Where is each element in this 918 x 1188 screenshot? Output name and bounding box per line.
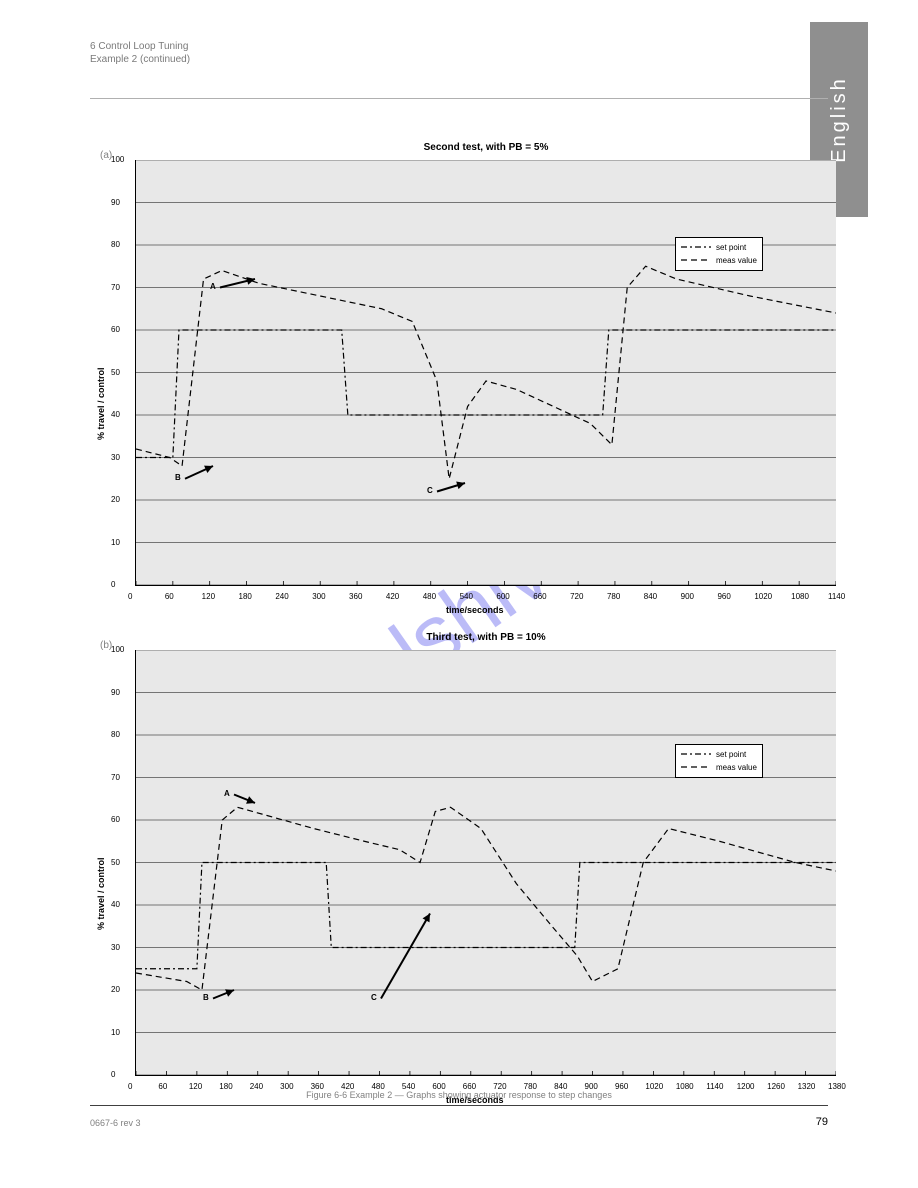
annotation-label: C xyxy=(371,993,377,1002)
xtick-label: 720 xyxy=(570,592,583,601)
legend-row: meas value xyxy=(681,254,757,267)
chart-a-svg xyxy=(136,160,836,585)
chart-a-legend: set point meas value xyxy=(675,237,763,271)
chart-b-svg xyxy=(136,650,836,1075)
xtick-label: 1140 xyxy=(828,592,845,601)
xtick-label: 1080 xyxy=(791,592,809,601)
chart-b-ylabel: % travel / control xyxy=(96,857,106,930)
legend-label: meas value xyxy=(716,256,757,265)
xtick-label: 240 xyxy=(275,592,288,601)
footer-right: 79 xyxy=(816,1116,828,1128)
chart-b-title: Third test, with PB = 10% xyxy=(136,632,836,643)
section-title: Control Loop Tuning xyxy=(98,41,188,52)
xtick-label: 780 xyxy=(607,592,620,601)
annotation-label: B xyxy=(175,473,181,482)
ytick-label: 50 xyxy=(111,368,120,377)
legend-label: set point xyxy=(716,750,746,759)
xtick-label: 540 xyxy=(460,592,473,601)
legend-label: set point xyxy=(716,243,746,252)
xtick-label: 660 xyxy=(533,592,546,601)
subsection-title: Example 2 (continued) xyxy=(90,54,190,65)
annotation-label: B xyxy=(203,993,209,1002)
legend-sample xyxy=(681,762,711,772)
xtick-label: 900 xyxy=(681,592,694,601)
xtick-label: 360 xyxy=(349,592,362,601)
xtick-label: 1020 xyxy=(754,592,772,601)
legend-sample xyxy=(681,749,711,759)
ytick-label: 90 xyxy=(111,198,120,207)
legend-row: set point xyxy=(681,748,757,761)
ytick-label: 30 xyxy=(111,453,120,462)
chart-a-xlabel: time/seconds xyxy=(446,605,504,615)
chart-a-ylabel: % travel / control xyxy=(96,367,106,440)
ytick-label: 70 xyxy=(111,283,120,292)
legend-sample xyxy=(681,242,711,252)
ytick-label: 0 xyxy=(111,1070,115,1079)
xtick-label: 600 xyxy=(496,592,509,601)
chart-b-legend: set point meas value xyxy=(675,744,763,778)
legend-row: set point xyxy=(681,241,757,254)
chart-a: Second test, with PB = 5% % travel / con… xyxy=(135,160,836,586)
annotation-label: C xyxy=(427,486,433,495)
ytick-label: 60 xyxy=(111,325,120,334)
ytick-label: 90 xyxy=(111,688,120,697)
footer-left: 0667-6 rev 3 xyxy=(90,1118,141,1128)
legend-sample xyxy=(681,255,711,265)
header-rule xyxy=(90,98,828,99)
xtick-label: 960 xyxy=(717,592,730,601)
annotation-label: A xyxy=(224,789,230,798)
ytick-label: 40 xyxy=(111,900,120,909)
ytick-label: 50 xyxy=(111,858,120,867)
ytick-label: 70 xyxy=(111,773,120,782)
header-section: 6 Control Loop Tuning Example 2 (continu… xyxy=(90,40,190,66)
section-number: 6 xyxy=(90,41,96,52)
ytick-label: 0 xyxy=(111,580,115,589)
ytick-label: 100 xyxy=(111,645,124,654)
xtick-label: 120 xyxy=(202,592,215,601)
legend-label: meas value xyxy=(716,763,757,772)
legend-row: meas value xyxy=(681,761,757,774)
ytick-label: 20 xyxy=(111,495,120,504)
ytick-label: 100 xyxy=(111,155,124,164)
page: English 6 Control Loop Tuning Example 2 … xyxy=(0,0,918,1188)
xtick-label: 480 xyxy=(423,592,436,601)
xtick-label: 840 xyxy=(644,592,657,601)
chart-b: Third test, with PB = 10% % travel / con… xyxy=(135,650,836,1076)
ytick-label: 20 xyxy=(111,985,120,994)
ytick-label: 80 xyxy=(111,730,120,739)
ytick-label: 10 xyxy=(111,1028,120,1037)
xtick-label: 300 xyxy=(312,592,325,601)
ytick-label: 60 xyxy=(111,815,120,824)
annotation-label: A xyxy=(210,282,216,291)
ytick-label: 30 xyxy=(111,943,120,952)
xtick-label: 1380 xyxy=(828,1082,846,1091)
xtick-label: 0 xyxy=(128,592,132,601)
chart-a-title: Second test, with PB = 5% xyxy=(136,142,836,153)
ytick-label: 80 xyxy=(111,240,120,249)
xtick-label: 180 xyxy=(239,592,252,601)
footer-rule xyxy=(90,1105,828,1106)
figure-caption: Figure 6-6 Example 2 — Graphs showing ac… xyxy=(90,1090,828,1100)
xtick-label: 420 xyxy=(386,592,399,601)
xtick-label: 60 xyxy=(165,592,174,601)
ytick-label: 40 xyxy=(111,410,120,419)
ytick-label: 10 xyxy=(111,538,120,547)
